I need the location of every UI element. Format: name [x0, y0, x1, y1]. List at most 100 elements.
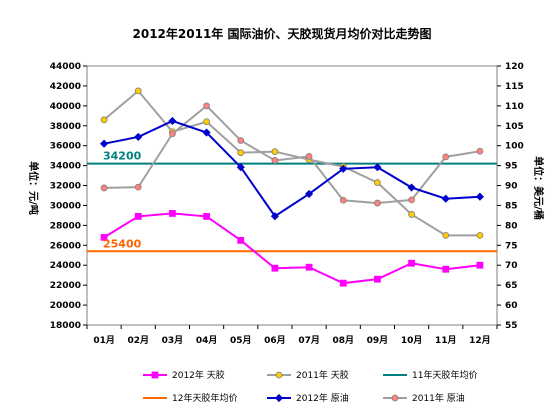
y-tick-label-right: 80	[505, 221, 518, 231]
reference-value-label: 25400	[103, 237, 142, 250]
y-tick-label-right: 75	[505, 241, 518, 251]
data-point	[339, 279, 347, 287]
legend-label: 2011年 原油	[412, 392, 465, 404]
data-point	[168, 116, 177, 126]
data-point	[203, 102, 210, 110]
legend-label: 12年天胶年均价	[172, 392, 237, 404]
legend-item: 2012年 原油	[267, 392, 349, 404]
series-0	[100, 210, 484, 287]
plot-area	[86, 65, 498, 326]
axes: 18000 20000 22000 24000 26000 28000 30000 32000…	[50, 62, 524, 346]
x-tick-label: 06月	[264, 335, 286, 346]
x-tick-label: 08月	[332, 335, 354, 346]
y-tick-label-left: 30000	[50, 201, 81, 211]
data-point	[271, 157, 279, 164]
data-point	[134, 132, 143, 141]
data-point	[408, 196, 415, 204]
series-4	[100, 116, 484, 221]
data-point	[271, 148, 279, 156]
x-tick-label: 04月	[196, 335, 218, 346]
data-point	[374, 275, 381, 283]
data-point	[237, 149, 245, 157]
legend-item: 11年天胶年均价	[383, 369, 477, 381]
data-point	[476, 261, 484, 269]
legend-item: 2012年 天胶	[143, 369, 225, 381]
y-tick-label-left: 32000	[50, 182, 81, 192]
x-tick-label: 12月	[469, 335, 491, 346]
y-tick-label-right: 90	[505, 182, 518, 192]
legend-item: 2011年 天胶	[267, 369, 349, 381]
annotation-layer: 34200 25400	[103, 150, 142, 251]
y-axis-label-right: 单位：美元/桶	[532, 156, 545, 220]
series-line	[103, 119, 480, 218]
data-point	[442, 265, 450, 273]
legend-marker	[275, 371, 283, 379]
data-point	[203, 118, 210, 126]
data-point	[202, 128, 211, 137]
data-point	[476, 231, 484, 239]
x-tick-label: 05月	[230, 335, 252, 346]
y-tick-label-left: 40000	[50, 102, 81, 112]
data-point	[100, 233, 108, 241]
y-tick-label-left: 20000	[50, 301, 81, 311]
y-tick-label-left: 18000	[50, 321, 81, 331]
data-point	[100, 116, 108, 124]
data-point	[305, 153, 313, 160]
reference-value-label: 34200	[103, 150, 142, 163]
y-tick-label-left: 22000	[50, 281, 81, 291]
y-tick-label-left: 34000	[50, 162, 81, 172]
y-tick-label-right: 120	[505, 62, 524, 72]
series-line	[103, 89, 480, 237]
y-axis-label-left: 单位：元/吨	[27, 161, 40, 215]
data-point	[305, 189, 314, 198]
y-tick-label-right: 105	[505, 122, 524, 132]
data-point	[441, 194, 450, 203]
legend-marker	[391, 394, 399, 402]
legend-label: 11年天胶年均价	[412, 369, 477, 381]
data-point	[339, 196, 347, 204]
legend-label: 2012年 原油	[296, 392, 349, 404]
legend-label: 2011年 天胶	[296, 369, 349, 381]
y-tick-label-left: 26000	[50, 241, 81, 251]
data-point	[339, 164, 348, 173]
legend-item: 2011年 原油	[383, 392, 465, 404]
data-point	[134, 87, 142, 95]
x-tick-label: 01月	[93, 335, 115, 346]
legend: 2012年 天胶 2011年 天胶 11年天胶年均价 12年天胶年均价 2012年 原油…	[143, 369, 477, 404]
legend-marker	[151, 371, 159, 379]
data-point	[271, 264, 279, 272]
data-point	[100, 184, 108, 192]
x-tick-label: 11月	[435, 335, 457, 346]
data-point	[373, 163, 382, 172]
legend-item: 12年天胶年均价	[143, 392, 237, 404]
series-5	[100, 102, 484, 207]
legend-label: 2012年 天胶	[172, 369, 225, 381]
data-point	[236, 163, 245, 172]
x-tick-label: 03月	[162, 335, 184, 346]
x-tick-label: 09月	[367, 335, 389, 346]
data-point	[203, 213, 210, 220]
plot-frame	[86, 65, 498, 326]
y-tick-label-left: 36000	[50, 142, 81, 152]
y-tick-label-right: 60	[505, 301, 518, 311]
data-point	[169, 130, 176, 138]
data-point	[237, 137, 245, 144]
data-point	[134, 213, 142, 220]
data-point	[374, 199, 381, 207]
data-point	[237, 236, 245, 244]
y-tick-label-left: 42000	[50, 82, 81, 92]
data-point	[305, 263, 313, 271]
y-tick-label-left: 44000	[50, 62, 81, 72]
x-tick-label: 07月	[298, 335, 320, 346]
data-point	[134, 183, 142, 191]
series-layer	[87, 87, 497, 287]
y-tick-label-right: 115	[505, 82, 524, 92]
x-tick-label: 02月	[127, 335, 149, 346]
y-tick-label-left: 24000	[50, 261, 81, 271]
data-point	[408, 259, 415, 267]
chart-title: 2012年2011年 国际油价、天胶现货月均价对比走势图	[133, 26, 432, 41]
data-point	[476, 147, 484, 155]
series-line	[103, 212, 481, 285]
